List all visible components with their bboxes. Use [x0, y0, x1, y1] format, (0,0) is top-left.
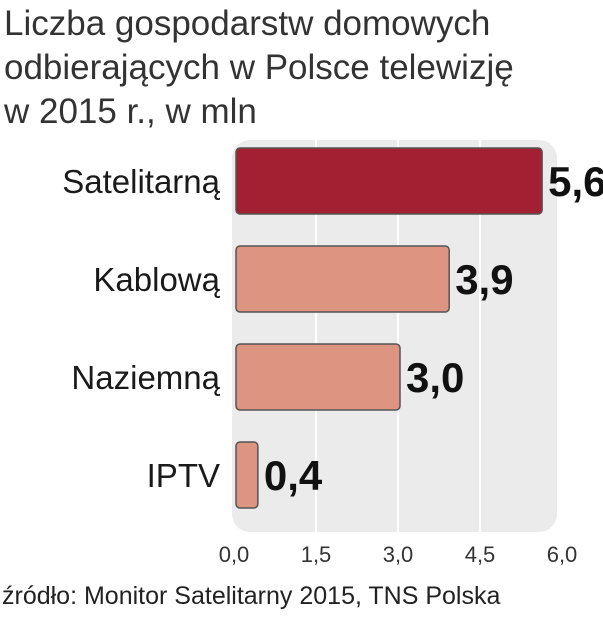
x-tick-label: 1,5 — [301, 542, 332, 567]
bar — [235, 147, 543, 215]
x-tick-label: 6,0 — [547, 542, 578, 567]
value-label: 3,9 — [455, 256, 513, 303]
x-tick-label: 3,0 — [383, 542, 414, 567]
value-label: 3,0 — [406, 354, 464, 401]
x-axis-ticks: 0,0 1,5 3,0 4,5 6,0 — [219, 542, 578, 567]
category-label: Kablową — [93, 261, 220, 298]
x-tick-label: 4,5 — [465, 542, 496, 567]
value-label: 0,4 — [264, 452, 323, 499]
value-label: 5,6 — [548, 158, 603, 205]
x-tick-label: 0,0 — [219, 542, 250, 567]
plot-panel — [232, 140, 557, 532]
chart-title: Liczba gospodarstw domowych odbierającyc… — [4, 2, 599, 134]
category-label: Naziemną — [71, 359, 220, 396]
category-label: IPTV — [147, 457, 220, 494]
bar — [235, 441, 259, 509]
title-line-2: odbierających w Polsce telewizję — [4, 48, 514, 87]
bar — [235, 245, 450, 313]
title-line-3: w 2015 r., w mln — [4, 92, 257, 131]
category-labels: Satelitarną Kablową Naziemną IPTV — [62, 163, 220, 494]
bar — [235, 343, 401, 411]
category-label: Satelitarną — [62, 163, 220, 200]
value-labels: 5,6 3,9 3,0 0,4 — [264, 158, 603, 499]
bars — [235, 147, 543, 509]
title-line-1: Liczba gospodarstw domowych — [4, 4, 491, 43]
source-note: źródło: Monitor Satelitarny 2015, TNS Po… — [2, 582, 501, 610]
